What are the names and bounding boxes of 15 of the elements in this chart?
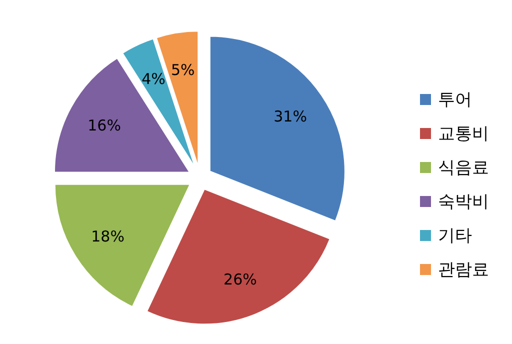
- slice: 18%: [54, 184, 190, 308]
- legend-label: 관람료: [438, 260, 489, 280]
- legend-label: 교통비: [438, 124, 489, 144]
- legend-label: 기타: [438, 226, 472, 246]
- data-label: 31%: [274, 108, 307, 126]
- data-label: 26%: [224, 270, 257, 289]
- slice: 31%: [209, 36, 346, 222]
- data-label: 4%: [142, 70, 166, 88]
- legend-label: 식음료: [438, 158, 489, 178]
- data-label: 18%: [91, 228, 124, 246]
- legend-label: 숙박비: [438, 192, 489, 212]
- slice: 26%: [146, 188, 330, 324]
- data-label: 16%: [88, 116, 121, 134]
- legend-label: 투어: [438, 90, 472, 110]
- data-label: 5%: [171, 61, 195, 80]
